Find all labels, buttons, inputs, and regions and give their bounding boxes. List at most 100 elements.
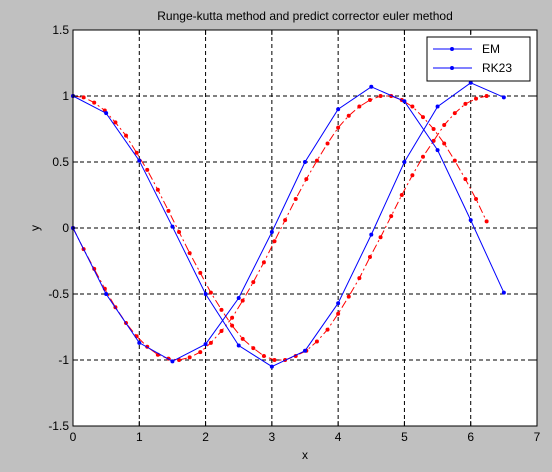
- series-line-0: [72, 86, 505, 362]
- series-point-3: [187, 251, 192, 256]
- series-point-3: [314, 339, 319, 344]
- series-point-3: [166, 208, 171, 213]
- x-tick-label: 0: [70, 430, 77, 444]
- series-line-3: [72, 95, 487, 361]
- series-point-0: [303, 160, 307, 164]
- series-point-3: [367, 255, 372, 260]
- series-point-2: [431, 127, 436, 131]
- series-point-0: [468, 218, 473, 223]
- x-tick-label: 3: [269, 430, 276, 444]
- series-point-2: [410, 104, 415, 109]
- x-tick-label: 1: [136, 430, 143, 444]
- series-point-3: [474, 96, 479, 101]
- series-point-2: [272, 239, 277, 244]
- series-point-1: [435, 104, 440, 109]
- series-point-3: [399, 193, 404, 197]
- series-point-2: [420, 115, 425, 120]
- series-point-3: [378, 235, 383, 240]
- legend-marker: [450, 47, 454, 51]
- series-point-2: [293, 196, 298, 201]
- series-point-3: [251, 346, 256, 351]
- series-line-1: [72, 82, 505, 368]
- series-point-1: [303, 348, 307, 353]
- series-point-2: [208, 340, 213, 345]
- legend-label: RK23: [482, 61, 512, 75]
- y-tick-label: 1.5: [52, 23, 69, 37]
- series-point-3: [357, 276, 362, 281]
- series-point-3: [420, 154, 425, 159]
- series-point-1: [236, 343, 241, 348]
- series-line-2: [72, 95, 488, 361]
- series-point-2: [219, 328, 224, 333]
- series-point-3: [346, 294, 351, 299]
- series-point-2: [261, 260, 266, 265]
- series-point-1: [203, 292, 208, 296]
- series-point-3: [325, 327, 330, 332]
- series-point-3: [92, 100, 97, 105]
- legend-marker: [450, 66, 454, 70]
- chart-title: Runge-kutta method and predict corrector…: [157, 9, 453, 23]
- series-point-3: [240, 336, 245, 341]
- legend: EM RK23: [426, 36, 531, 82]
- y-tick-label: 0.5: [52, 155, 69, 169]
- y-axis-label: y: [28, 225, 42, 231]
- x-tick-label: 2: [202, 430, 209, 444]
- series-point-3: [145, 167, 150, 172]
- legend-label: EM: [482, 42, 500, 56]
- series-point-3: [81, 95, 86, 100]
- series-point-2: [230, 315, 235, 320]
- series-point-2: [314, 158, 319, 163]
- series-point-3: [261, 354, 266, 359]
- series-point-0: [203, 342, 208, 347]
- series-point-2: [283, 218, 288, 223]
- y-tick-label: -1: [58, 353, 69, 367]
- series-point-3: [230, 323, 235, 328]
- y-tick-label: 1: [62, 89, 69, 103]
- series-point-1: [137, 158, 142, 163]
- series-point-3: [219, 307, 224, 312]
- series-point-2: [198, 350, 203, 355]
- series-point-3: [442, 123, 447, 128]
- series-point-2: [304, 177, 309, 182]
- series-point-0: [170, 359, 175, 364]
- series-point-3: [208, 290, 213, 295]
- series-point-3: [155, 187, 160, 192]
- series-point-0: [104, 292, 109, 296]
- series-point-2: [367, 97, 372, 102]
- series-point-1: [269, 364, 274, 369]
- series-point-2: [240, 298, 245, 303]
- x-axis-label: x: [302, 448, 308, 462]
- series-point-2: [177, 358, 182, 362]
- x-tick-label: 5: [401, 430, 408, 444]
- series-point-1: [104, 111, 109, 116]
- series-point-2: [251, 280, 256, 285]
- series-point-0: [369, 84, 374, 89]
- series-layer: [71, 80, 506, 369]
- series-point-3: [198, 270, 203, 275]
- series-point-2: [378, 94, 383, 98]
- series-point-3: [484, 94, 489, 98]
- series-point-2: [452, 158, 457, 163]
- series-point-1: [468, 80, 473, 85]
- legend-box: [426, 36, 531, 82]
- series-point-2: [187, 355, 192, 360]
- series-point-2: [336, 125, 341, 130]
- series-point-3: [410, 173, 415, 178]
- series-point-3: [452, 111, 457, 116]
- series-point-1: [402, 160, 407, 164]
- series-point-3: [134, 150, 139, 155]
- y-tick-label: -1.5: [48, 419, 69, 433]
- y-tick-label: -0.5: [48, 287, 69, 301]
- series-point-1: [369, 232, 374, 237]
- series-point-0: [269, 229, 274, 234]
- series-point-1: [170, 224, 175, 229]
- x-tick-label: 6: [467, 430, 474, 444]
- series-point-3: [336, 311, 341, 316]
- series-point-3: [272, 358, 277, 362]
- series-point-2: [463, 177, 468, 182]
- series-point-2: [484, 219, 489, 224]
- series-point-2: [357, 104, 362, 109]
- series-point-0: [435, 148, 440, 153]
- series-point-0: [236, 295, 241, 300]
